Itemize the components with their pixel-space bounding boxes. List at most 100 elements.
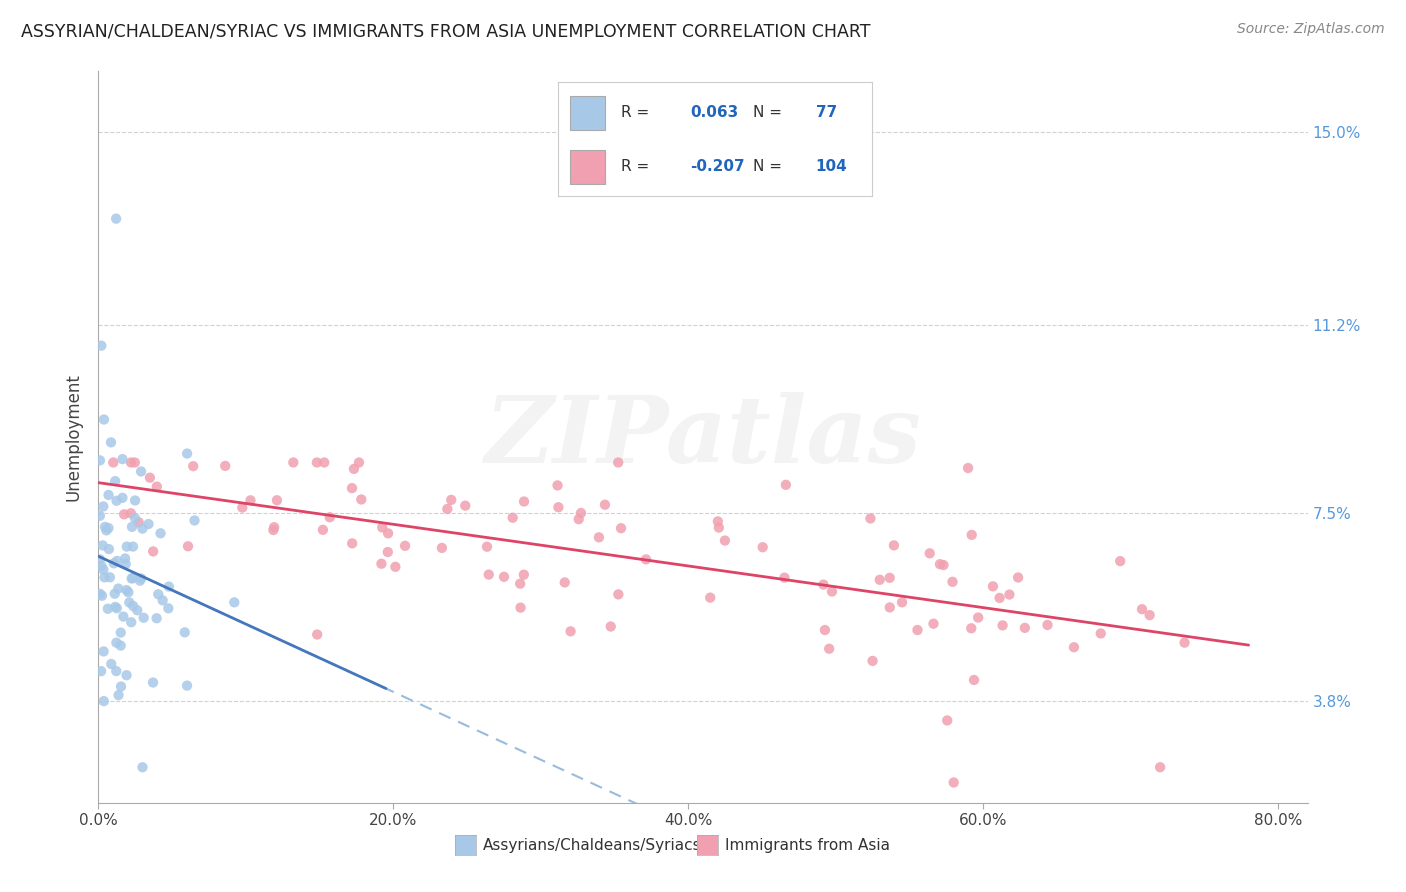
Point [107, 582, 129, 596]
Point [114, 557, 136, 571]
Point [607, 455, 630, 469]
Text: ZIPatlas: ZIPatlas [485, 392, 921, 482]
Point [100, 435, 122, 450]
Point [120, 615, 142, 630]
Point [183, 513, 205, 527]
Text: Immigrants from Asia: Immigrants from Asia [724, 838, 890, 853]
Point [319, 510, 342, 524]
Point [991, 618, 1014, 632]
Point [173, 625, 195, 640]
Point [312, 523, 335, 537]
Point [813, 577, 835, 591]
Point [89, 508, 111, 523]
Point [122, 540, 145, 554]
Point [105, 635, 128, 649]
Point [1036, 618, 1059, 632]
Point [879, 600, 901, 615]
Point [305, 455, 328, 469]
Point [502, 510, 524, 524]
Point [97, 521, 120, 535]
Point [1109, 554, 1132, 568]
Point [91, 500, 114, 514]
Point [97, 601, 120, 615]
Point [967, 610, 990, 624]
Point [100, 657, 122, 671]
Point [440, 492, 463, 507]
Point [115, 668, 138, 682]
Point [131, 760, 153, 774]
Point [879, 571, 901, 585]
Point [105, 601, 128, 615]
Point [588, 530, 610, 544]
Point [883, 538, 905, 552]
Point [89, 587, 111, 601]
Point [513, 494, 536, 508]
Point [118, 595, 141, 609]
Point [818, 641, 841, 656]
Point [266, 493, 288, 508]
Point [1174, 635, 1197, 649]
Point [110, 625, 132, 640]
Point [129, 465, 152, 479]
Point [478, 567, 501, 582]
Point [262, 523, 284, 537]
Point [131, 522, 153, 536]
Point [1063, 640, 1085, 655]
Point [634, 552, 657, 566]
Point [347, 455, 370, 469]
Point [132, 611, 155, 625]
Point [891, 595, 914, 609]
Point [93, 563, 115, 577]
Point [998, 588, 1021, 602]
Point [475, 540, 498, 554]
Point [547, 500, 569, 515]
Point [859, 511, 882, 525]
Point [176, 446, 198, 460]
Point [124, 511, 146, 525]
Point [957, 461, 980, 475]
Point [981, 579, 1004, 593]
Point [599, 619, 621, 633]
Point [314, 455, 336, 469]
Point [105, 493, 128, 508]
Point [107, 688, 129, 702]
Point [340, 481, 363, 495]
Point [942, 775, 965, 789]
Point [593, 498, 616, 512]
Point [114, 551, 136, 566]
Point [93, 644, 115, 658]
Point [142, 675, 165, 690]
Point [121, 571, 143, 585]
Point [1014, 621, 1036, 635]
Point [105, 554, 128, 568]
Point [377, 545, 399, 559]
Point [1139, 608, 1161, 623]
Point [610, 521, 633, 535]
Point [922, 616, 945, 631]
Point [454, 499, 477, 513]
Point [128, 516, 150, 530]
Point [149, 526, 172, 541]
Point [607, 587, 630, 601]
Point [821, 584, 844, 599]
Point [775, 478, 797, 492]
Point [560, 624, 582, 639]
Point [121, 572, 143, 586]
Point [97, 488, 120, 502]
Point [773, 571, 796, 585]
Point [547, 478, 569, 492]
Point [90, 664, 112, 678]
Point [907, 623, 929, 637]
Point [129, 574, 152, 588]
Point [918, 546, 941, 560]
Point [94, 520, 117, 534]
Point [157, 580, 180, 594]
Point [117, 585, 139, 599]
Point [568, 512, 591, 526]
Point [343, 462, 366, 476]
Text: Assyrians/Chaldeans/Syriacs: Assyrians/Chaldeans/Syriacs [482, 838, 702, 853]
Point [509, 576, 531, 591]
Point [1149, 760, 1171, 774]
Point [115, 540, 138, 554]
Point [111, 452, 134, 467]
